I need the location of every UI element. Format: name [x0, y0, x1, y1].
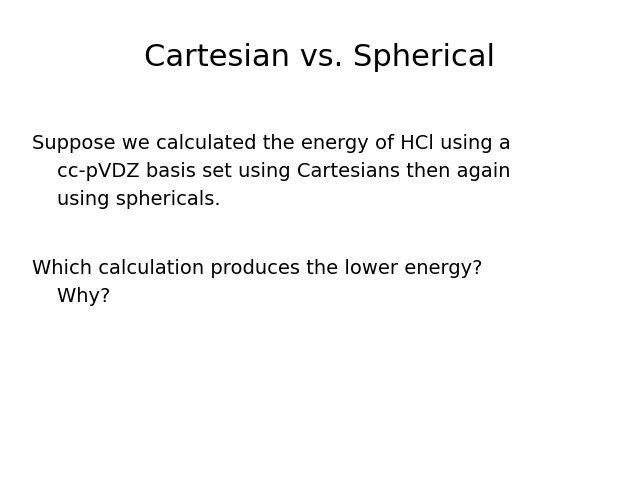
Text: Cartesian vs. Spherical: Cartesian vs. Spherical [145, 43, 495, 72]
Text: Which calculation produces the lower energy?
    Why?: Which calculation produces the lower ene… [32, 259, 483, 306]
Text: Suppose we calculated the energy of HCl using a
    cc-pVDZ basis set using Cart: Suppose we calculated the energy of HCl … [32, 134, 511, 209]
